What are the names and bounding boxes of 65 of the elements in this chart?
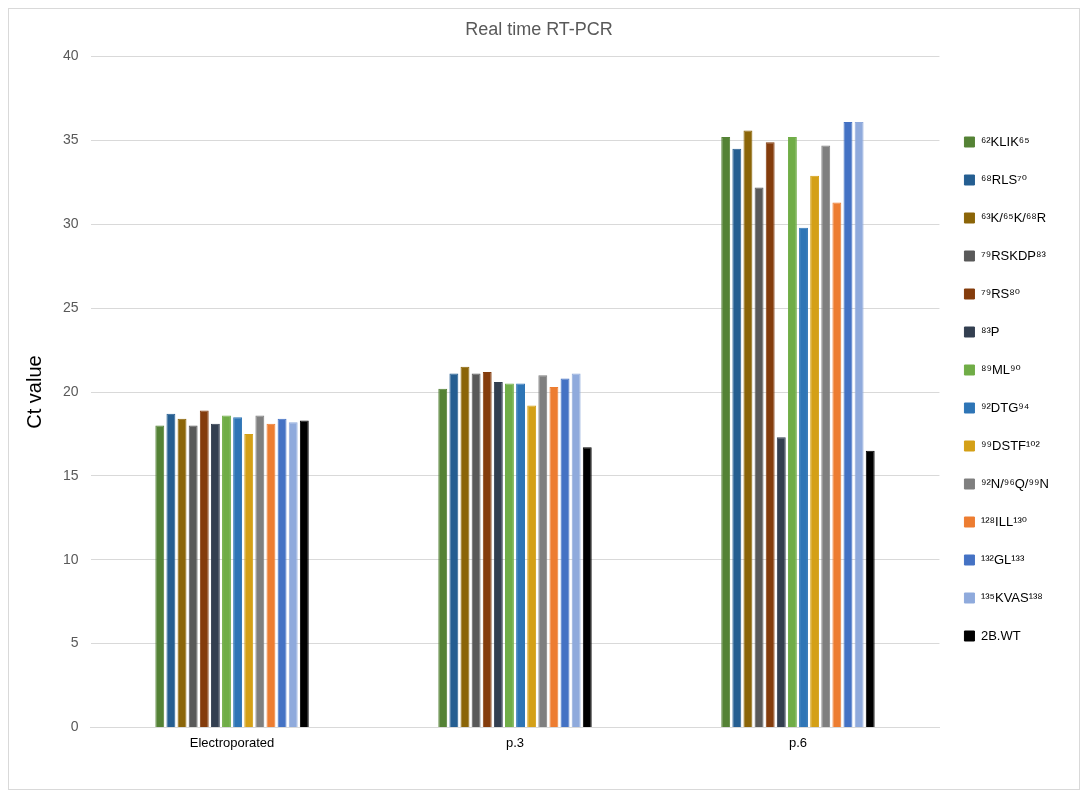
bar (765, 142, 775, 727)
y-tick-label: 10 (62, 550, 79, 567)
bar (799, 227, 808, 727)
bar (787, 137, 797, 727)
bar (549, 386, 559, 727)
y-axis-title: Ct value (22, 355, 45, 429)
bar (516, 383, 526, 727)
bar (505, 383, 514, 727)
bar (199, 410, 209, 727)
y-tick-label: 40 (62, 47, 79, 64)
y-tick-label: 25 (62, 299, 79, 316)
y-tick-label: 5 (70, 634, 79, 651)
legend-label: ⁹⁹DSTF¹⁰² (980, 437, 1041, 453)
legend-label: ⁸³P (980, 323, 1000, 339)
legend-label: 2B.WT (980, 627, 1021, 643)
x-tick-label: Electroporated (189, 734, 275, 750)
bar (471, 373, 481, 727)
bar (438, 388, 448, 727)
bar (277, 418, 287, 727)
y-tick-label: 35 (62, 131, 79, 148)
y-tick-label: 0 (70, 718, 79, 735)
legend-label: ⁹²N/⁹⁶Q/⁹⁹N (980, 475, 1049, 491)
bar (233, 417, 243, 727)
bar (288, 422, 298, 727)
bar (166, 413, 176, 727)
bar (222, 415, 231, 727)
legend-label: ¹²⁸ILL¹³⁰ (980, 513, 1028, 529)
bar (527, 405, 537, 727)
bar (299, 420, 309, 727)
y-tick-label: 20 (62, 382, 79, 399)
bar (732, 148, 742, 727)
bar (832, 202, 842, 727)
legend-label: ⁷⁹RS⁸⁰ (980, 285, 1020, 301)
bar (493, 381, 503, 727)
bar (754, 187, 764, 727)
legend-label: ⁶³K/⁶⁵K/⁶⁸R (980, 209, 1047, 225)
legend-label: ⁸⁹ML⁹⁰ (980, 361, 1021, 377)
bar (255, 415, 265, 727)
bar (155, 425, 165, 727)
legend-label: ⁹²DTG⁹⁴ (980, 399, 1030, 415)
legend-label: ¹³²GL¹³³ (980, 551, 1025, 567)
bar (571, 373, 581, 727)
bar (743, 130, 753, 727)
legend-label: ⁶²KLIK⁶⁵ (980, 133, 1030, 149)
bar (210, 423, 220, 727)
bar (482, 371, 492, 727)
bar (810, 175, 820, 727)
legend-label: ¹³⁵KVAS¹³⁸ (980, 589, 1043, 605)
bar (188, 425, 198, 727)
bar (854, 122, 864, 727)
bar (538, 375, 548, 727)
y-tick-label: 30 (62, 215, 79, 232)
bar (582, 447, 592, 727)
bar (865, 450, 875, 727)
bar (776, 437, 786, 727)
bar (821, 145, 831, 727)
x-tick-label: p.6 (788, 734, 807, 750)
legend-label: ⁶⁸RLS⁷⁰ (980, 171, 1027, 187)
legend-label: ⁷⁹RSKDP⁸³ (980, 247, 1047, 263)
y-tick-label: 15 (62, 466, 79, 483)
x-tick-label: p.3 (505, 734, 525, 750)
chart-title: Real time RT-PCR (465, 18, 613, 39)
bar (449, 373, 459, 727)
bar (721, 137, 731, 727)
bar (244, 433, 254, 727)
